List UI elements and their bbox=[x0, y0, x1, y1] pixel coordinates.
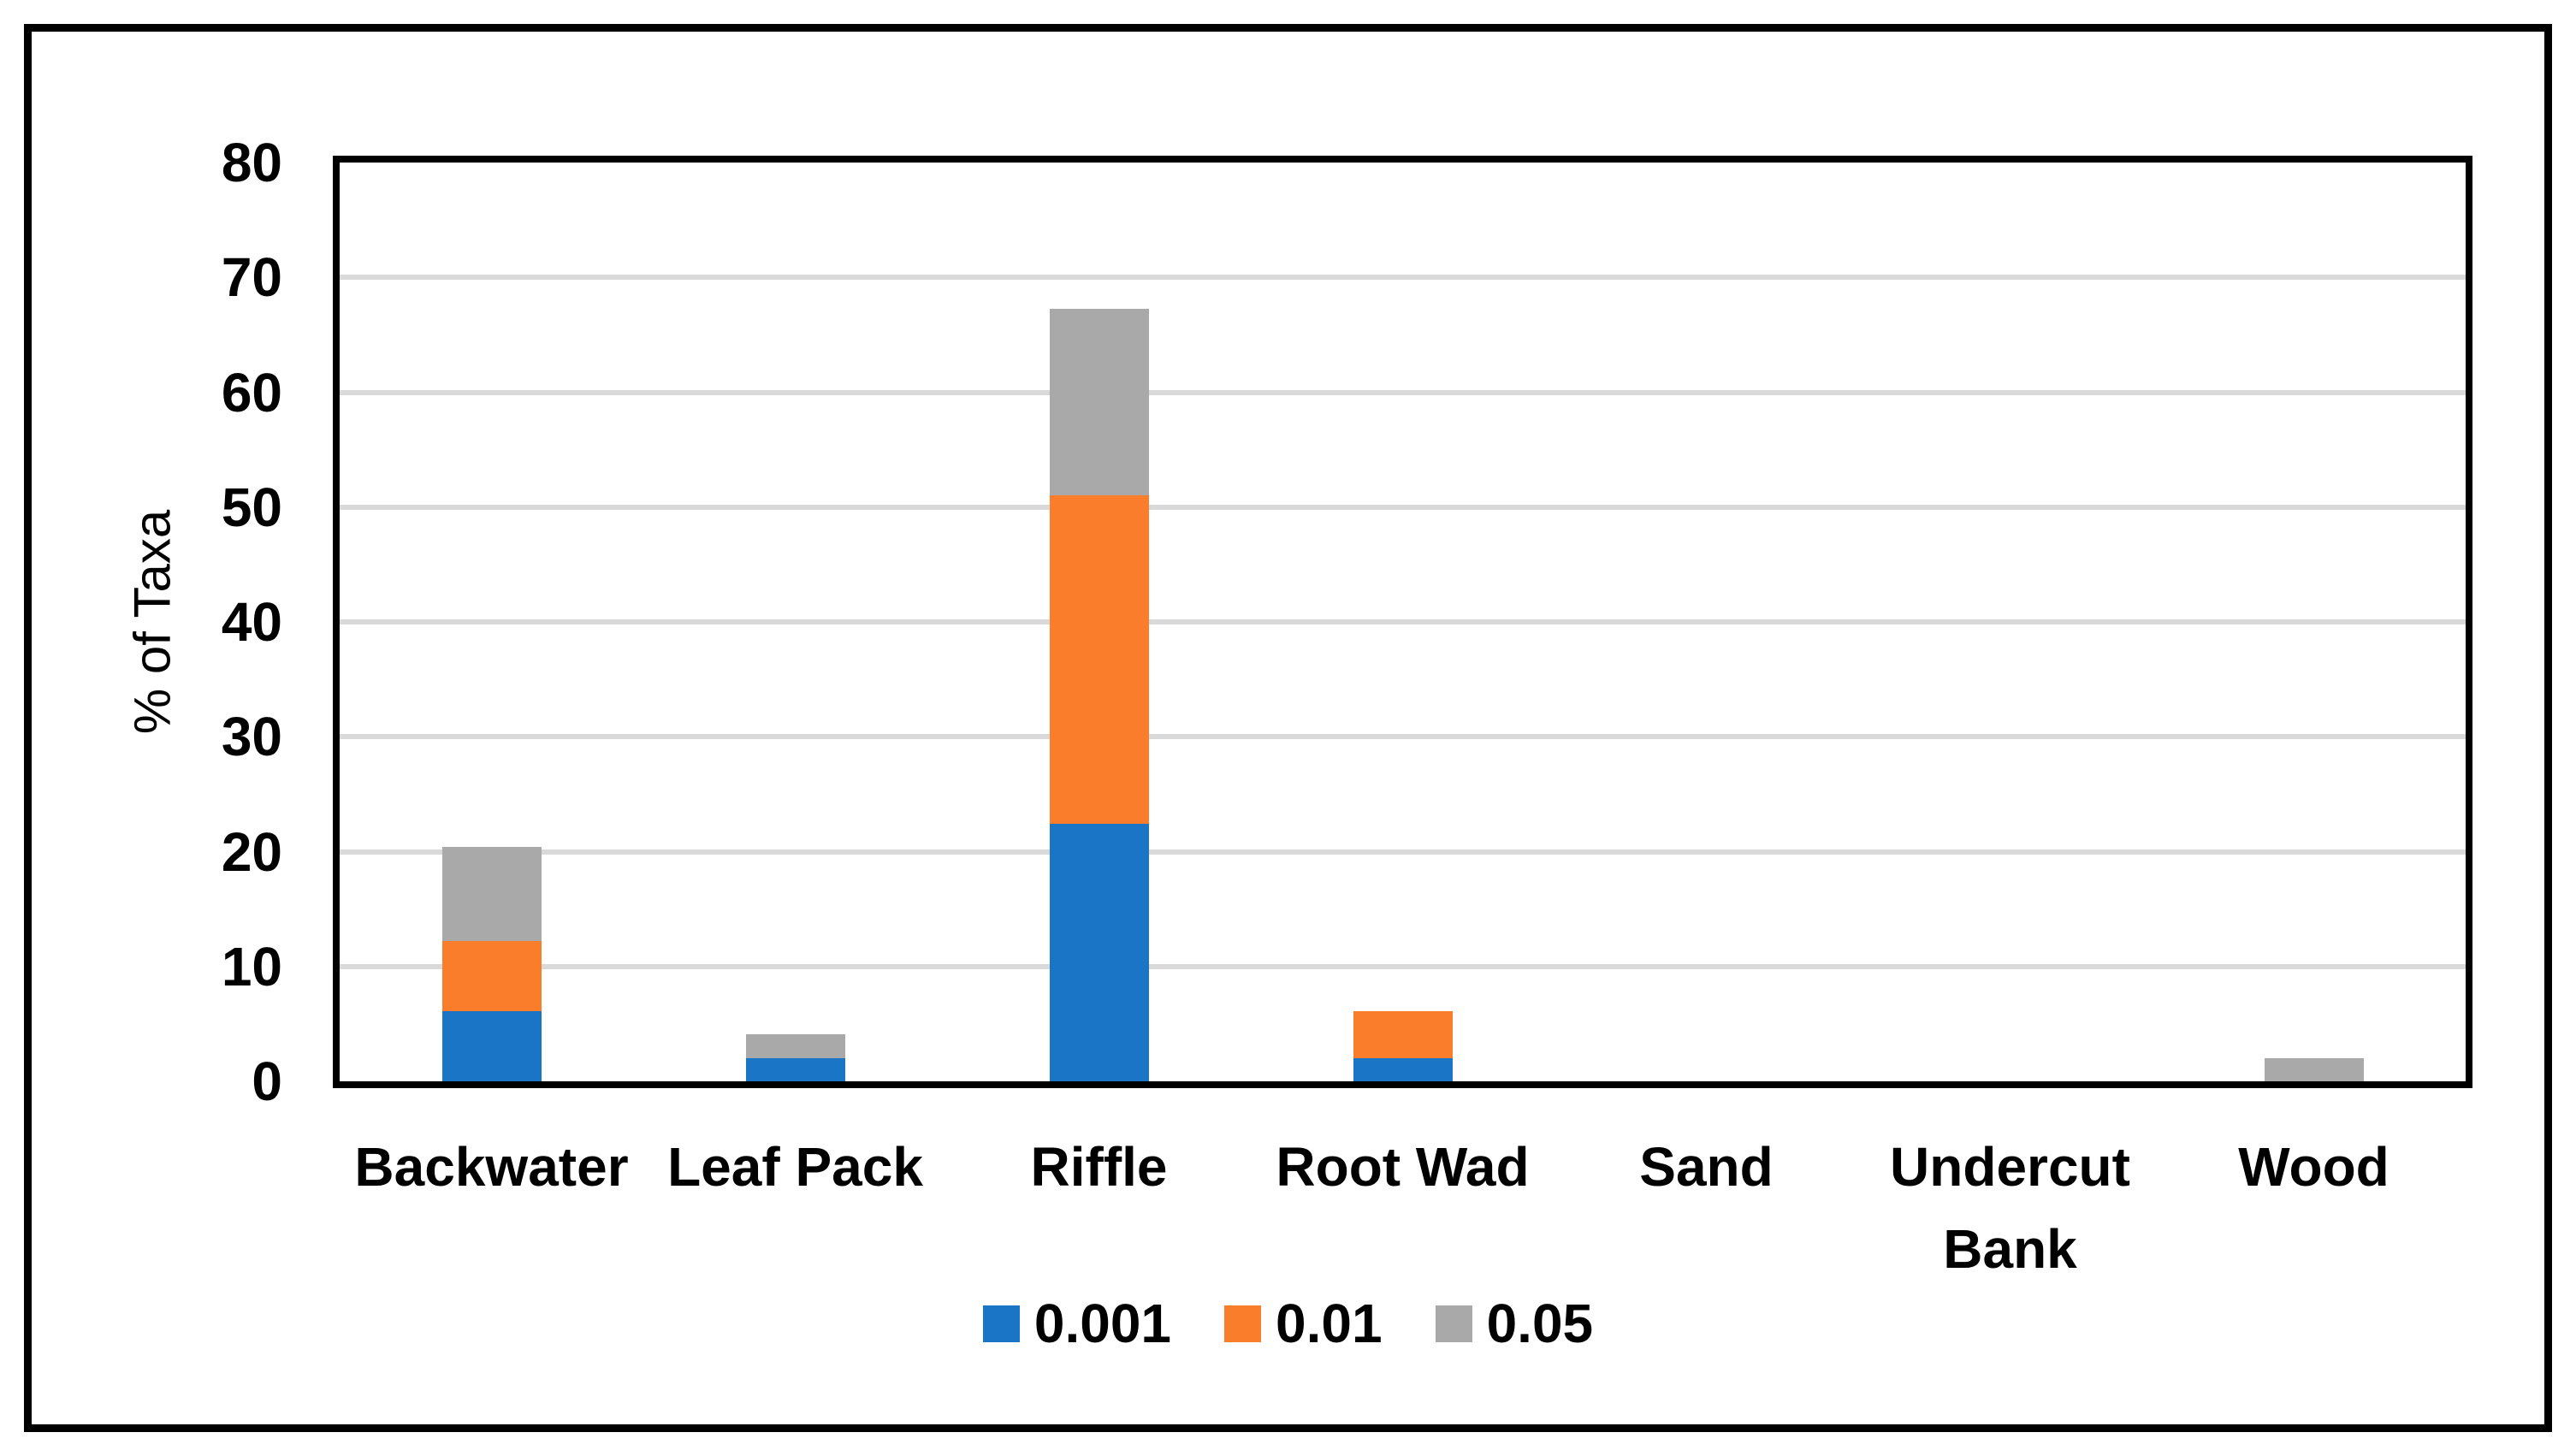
category-label-riffle: Riffle bbox=[1030, 1136, 1168, 1198]
bar-wood bbox=[2264, 163, 2364, 1081]
category-label-backwater: Backwater bbox=[354, 1136, 629, 1198]
bar-leaf-pack bbox=[745, 163, 845, 1081]
bar-segment-0.001 bbox=[1049, 824, 1149, 1081]
y-tick-label-20: 20 bbox=[221, 820, 282, 883]
legend-item-0.001: 0.001 bbox=[982, 1290, 1172, 1357]
gridline-30 bbox=[340, 734, 2466, 740]
bar-segment-0.01 bbox=[441, 941, 542, 1012]
category-label-root-wad: Root Wad bbox=[1276, 1136, 1530, 1198]
legend-label-0.01: 0.01 bbox=[1276, 1293, 1383, 1354]
bar-segment-0.001 bbox=[441, 1011, 542, 1081]
y-tick-label-30: 30 bbox=[221, 706, 282, 768]
bar-root-wad bbox=[1353, 163, 1453, 1081]
category-label-sand: Sand bbox=[1639, 1136, 1774, 1198]
gridline-10 bbox=[340, 963, 2466, 969]
y-tick-label-0: 0 bbox=[252, 1051, 282, 1112]
legend-swatch-0.05 bbox=[1435, 1305, 1472, 1342]
legend-item-0.01: 0.01 bbox=[1224, 1290, 1383, 1357]
plot-area bbox=[333, 156, 2472, 1088]
y-tick-label-40: 40 bbox=[221, 591, 282, 653]
figure-border bbox=[24, 24, 2552, 1432]
y-tick-label-70: 70 bbox=[221, 246, 282, 309]
gridline-20 bbox=[340, 849, 2466, 855]
bar-riffle bbox=[1049, 163, 1149, 1081]
bar-segment-0.01 bbox=[1049, 495, 1149, 825]
bar-backwater bbox=[441, 163, 542, 1081]
legend: 0.001 0.01 0.05 bbox=[0, 1290, 2576, 1357]
y-tick-label-10: 10 bbox=[221, 935, 282, 997]
gridline-40 bbox=[340, 619, 2466, 624]
bar-segment-0.05 bbox=[2264, 1058, 2364, 1081]
category-label-wood: Wood bbox=[2238, 1136, 2389, 1198]
bar-segment-0.05 bbox=[441, 847, 542, 942]
legend-label-0.001: 0.001 bbox=[1033, 1293, 1172, 1354]
gridline-60 bbox=[340, 389, 2466, 395]
gridline-70 bbox=[340, 275, 2466, 281]
category-label-undercut-bank: Undercut Bank bbox=[1890, 1136, 2130, 1280]
bar-segment-0.01 bbox=[1353, 1011, 1453, 1059]
legend-label-0.05: 0.05 bbox=[1486, 1293, 1594, 1354]
y-tick-label-60: 60 bbox=[221, 361, 282, 423]
legend-item-0.05: 0.05 bbox=[1435, 1290, 1594, 1357]
category-label-leaf-pack: Leaf Pack bbox=[667, 1136, 923, 1198]
bar-undercut-bank bbox=[1961, 163, 2060, 1081]
bar-segment-0.001 bbox=[745, 1058, 845, 1081]
legend-swatch-0.01 bbox=[1224, 1305, 1262, 1342]
y-tick-label-50: 50 bbox=[221, 476, 282, 538]
gridline-50 bbox=[340, 504, 2466, 510]
bar-sand bbox=[1657, 163, 1756, 1081]
bar-segment-0.05 bbox=[745, 1033, 845, 1059]
bar-segment-0.001 bbox=[1353, 1058, 1453, 1081]
y-tick-label-80: 80 bbox=[221, 132, 282, 193]
bar-segment-0.05 bbox=[1049, 308, 1149, 496]
legend-swatch-0.001 bbox=[982, 1305, 1020, 1342]
